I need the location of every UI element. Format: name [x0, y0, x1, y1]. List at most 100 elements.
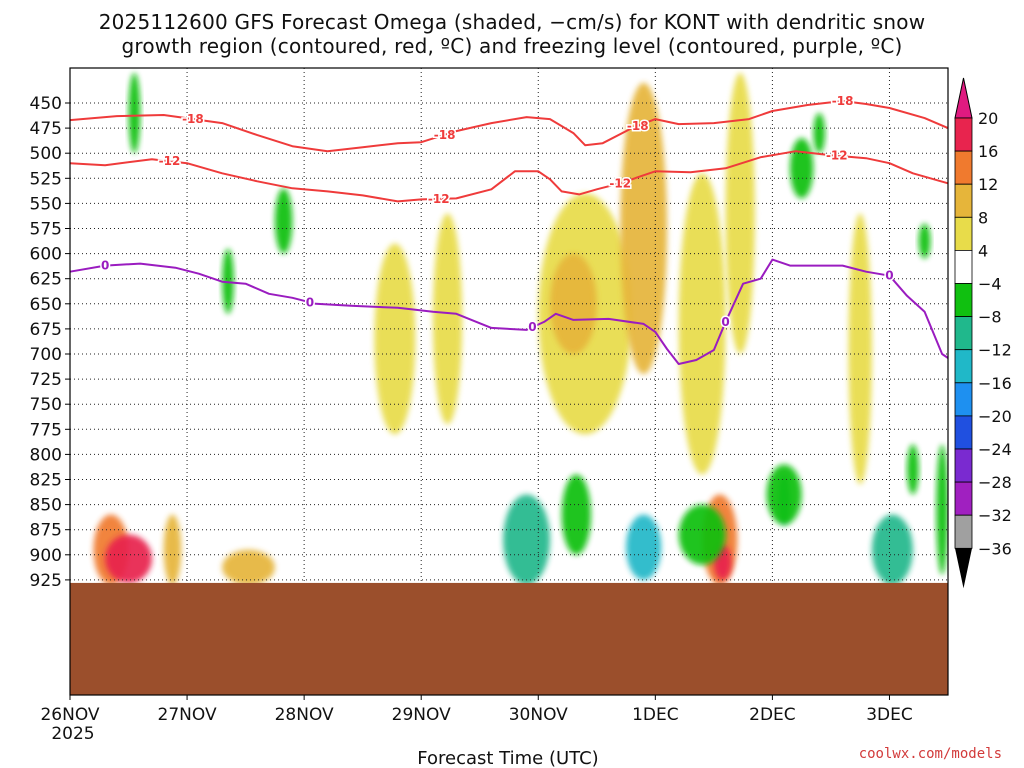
terrain-band	[70, 582, 948, 695]
omega-shade-13	[374, 243, 416, 435]
colorbar-label-13: −36	[978, 539, 1012, 558]
x-tick-label-2DEC: 2DEC	[749, 705, 796, 725]
colorbar-label-7: −12	[978, 341, 1012, 360]
x-tick-sublabel: 2025	[51, 724, 94, 744]
omega-shade-25	[766, 464, 802, 525]
y-axis: 450 475 500 525 550 575 600 625 650 675 700 725 750 7…	[30, 94, 70, 591]
y-tick-label-825: 825	[30, 471, 62, 491]
y-tick-label-600: 600	[30, 245, 62, 265]
omega-shade-11	[620, 82, 668, 375]
colorbar-segment-7	[954, 349, 973, 384]
contour-line--12	[69, 150, 949, 203]
y-tick-label-725: 725	[30, 370, 62, 390]
colorbar-label-11: −28	[978, 473, 1012, 492]
contour-label-0-2: 0	[528, 320, 536, 334]
omega-shade-19	[813, 113, 826, 154]
colorbar-label-3: 8	[978, 208, 988, 227]
plot-frame	[69, 67, 949, 696]
x-tick-label-3DEC: 3DEC	[866, 705, 913, 725]
contour-label--12-0: -12	[159, 154, 181, 168]
colorbar-segment-9	[954, 415, 973, 450]
omega-shade-26	[907, 444, 919, 495]
contour-label-0-3: 0	[721, 315, 729, 329]
omega-shade-4	[503, 494, 550, 585]
contour-label-0-1: 0	[306, 295, 314, 309]
omega-shade-5	[626, 514, 662, 580]
colorbar: 20 16 12 8 4 −4 −8 −12 −16 −20 −24 −28 −32 −36	[954, 77, 1012, 589]
colorbar-bottom-arrow	[955, 548, 972, 589]
colorbar-segment-8	[954, 382, 973, 417]
omega-shade-24	[678, 504, 726, 565]
omega-shade-3	[222, 549, 275, 585]
omega-shade-16	[678, 173, 726, 475]
x-tick-label-28NOV: 28NOV	[275, 705, 334, 725]
colorbar-label-4: 4	[978, 241, 988, 260]
omega-shade-20	[274, 188, 293, 254]
x-tick-label-30NOV: 30NOV	[509, 705, 568, 725]
y-tick-label-925: 925	[30, 571, 62, 591]
y-tick-label-525: 525	[30, 169, 62, 189]
contour-label-0-4: 0	[885, 269, 893, 283]
contour-label--18-2: -18	[627, 119, 649, 133]
contour-layer: -18 -18 -18 -18 -12 -12 -12 -12 0 0 0 0 0	[69, 92, 949, 365]
omega-shade-15	[848, 213, 872, 485]
colorbar-label-9: −20	[978, 407, 1012, 426]
contour-label--12-2: -12	[609, 176, 631, 190]
x-tick-label-29NOV: 29NOV	[392, 705, 451, 725]
omega-shading-layer	[93, 72, 948, 585]
colorbar-segment-11	[954, 481, 973, 516]
x-tick-label-27NOV: 27NOV	[158, 705, 217, 725]
omega-shade-18	[789, 138, 814, 199]
chart-title-line1: 2025112600 GFS Forecast Omega (shaded, −…	[98, 10, 926, 34]
y-tick-label-700: 700	[30, 345, 62, 365]
omega-shade-9	[871, 514, 913, 585]
omega-shade-21	[128, 72, 141, 154]
y-tick-label-550: 550	[30, 194, 62, 214]
x-tick-label-1DEC: 1DEC	[632, 705, 679, 725]
y-tick-label-900: 900	[30, 546, 62, 566]
contour-label--12-1: -12	[428, 192, 450, 206]
omega-shade-14	[432, 213, 463, 425]
contour-label--18-0: -18	[182, 112, 204, 126]
colorbar-segment-10	[954, 448, 973, 483]
colorbar-label-8: −16	[978, 374, 1012, 393]
colorbar-segment-12	[954, 514, 973, 549]
y-tick-label-875: 875	[30, 521, 62, 541]
terrain-layer	[70, 582, 948, 695]
omega-shade-17	[725, 72, 755, 354]
chart-title-line2: growth region (contoured, red, ºC) and f…	[121, 34, 903, 58]
y-tick-label-850: 850	[30, 496, 62, 516]
y-tick-label-475: 475	[30, 119, 62, 139]
y-tick-label-800: 800	[30, 445, 62, 465]
colorbar-segment-5	[954, 283, 973, 317]
y-tick-label-500: 500	[30, 144, 62, 164]
colorbar-segment-4	[954, 249, 973, 284]
omega-shade-2	[163, 514, 182, 585]
y-tick-label-750: 750	[30, 395, 62, 415]
omega-shade-1	[105, 534, 152, 583]
colorbar-segment-3	[954, 216, 973, 251]
y-tick-label-450: 450	[30, 94, 62, 114]
contour-line-0	[69, 258, 949, 365]
site-credit: coolwx.com/models	[858, 746, 1002, 762]
contour-label-0-0: 0	[101, 259, 109, 273]
contour-line--18	[69, 100, 949, 153]
colorbar-label-0: 20	[978, 109, 998, 128]
y-tick-label-775: 775	[30, 420, 62, 440]
omega-shade-27	[936, 444, 948, 575]
x-axis-label: Forecast Time (UTC)	[417, 748, 598, 768]
x-tick-label-26NOV: 26NOV	[40, 705, 99, 725]
contour-label--18-1: -18	[434, 128, 456, 142]
colorbar-label-10: −24	[978, 440, 1012, 459]
grid-lines	[70, 68, 948, 695]
colorbar-segment-0	[954, 117, 973, 152]
omega-shade-28	[918, 223, 931, 259]
y-tick-label-650: 650	[30, 295, 62, 315]
omega-shade-12	[549, 253, 597, 354]
contour-label--12-3: -12	[826, 149, 848, 163]
y-tick-label-575: 575	[30, 220, 62, 240]
colorbar-label-2: 12	[978, 175, 998, 194]
omega-shade-23	[561, 474, 591, 555]
